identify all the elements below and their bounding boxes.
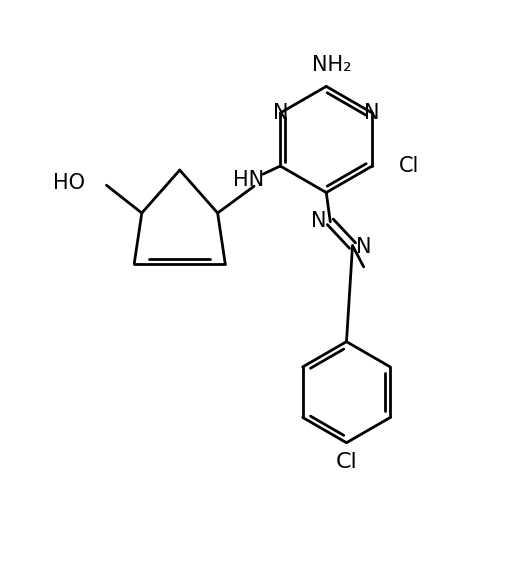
Text: HN: HN (234, 170, 265, 190)
Text: N: N (311, 211, 327, 231)
Text: NH₂: NH₂ (312, 55, 351, 75)
Text: N: N (356, 237, 371, 257)
Text: Cl: Cl (336, 452, 357, 472)
Text: Cl: Cl (399, 156, 419, 176)
Text: N: N (364, 103, 380, 123)
Text: N: N (272, 103, 288, 123)
Text: HO: HO (53, 173, 85, 193)
